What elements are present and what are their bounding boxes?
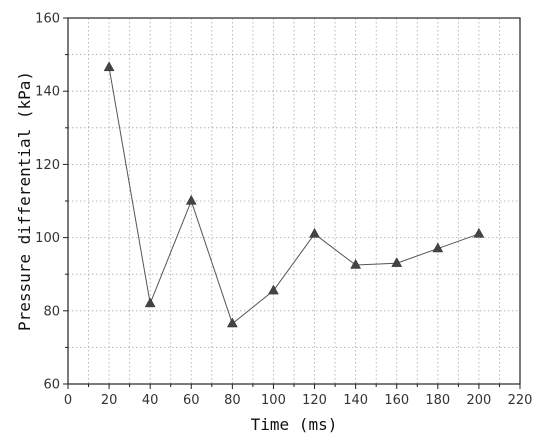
- x-tick-label: 220: [508, 393, 533, 408]
- data-point-marker: [103, 61, 115, 72]
- data-series: [103, 61, 485, 328]
- y-tick-label: 60: [43, 378, 60, 393]
- x-axis-title: Time (ms): [251, 415, 338, 434]
- x-tick-label: 180: [425, 393, 450, 408]
- y-tick-label: 120: [35, 158, 60, 173]
- x-tick-label: 40: [142, 393, 159, 408]
- data-point-marker: [226, 317, 238, 328]
- x-axis-tick-labels: 0 20 40 60 80 100 120 140 160 180 200 220: [64, 393, 533, 408]
- y-tick-label: 140: [35, 85, 60, 100]
- y-axis-title: Pressure differential (kPa): [15, 71, 34, 331]
- x-tick-label: 80: [224, 393, 241, 408]
- data-point-marker: [144, 297, 156, 308]
- y-tick-label: 160: [35, 12, 60, 27]
- x-tick-label: 120: [302, 393, 327, 408]
- x-tick-label: 160: [384, 393, 409, 408]
- data-point-marker: [185, 194, 197, 205]
- x-tick-label: 140: [343, 393, 368, 408]
- x-tick-label: 100: [261, 393, 286, 408]
- grid: [68, 18, 520, 384]
- x-tick-label: 20: [101, 393, 118, 408]
- x-tick-label: 200: [466, 393, 491, 408]
- y-tick-label: 80: [43, 304, 60, 319]
- x-tick-label: 60: [183, 393, 200, 408]
- data-point-marker: [391, 257, 403, 267]
- data-point-marker: [268, 284, 279, 295]
- data-point-marker: [432, 242, 444, 253]
- y-axis-tick-labels: 60 80 100 120 140 160: [35, 12, 60, 393]
- data-point-marker: [309, 227, 320, 238]
- y-tick-label: 100: [35, 231, 60, 246]
- data-point-marker: [473, 227, 485, 238]
- axis-ticks: [63, 17, 521, 389]
- data-point-marker: [350, 258, 362, 269]
- series-line: [108, 67, 480, 325]
- x-tick-label: 0: [64, 393, 72, 408]
